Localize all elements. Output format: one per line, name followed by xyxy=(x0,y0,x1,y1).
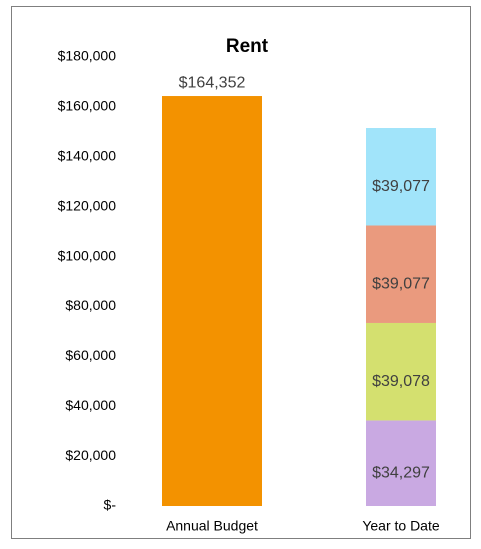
y-tick-label: $180,000 xyxy=(58,48,117,64)
bar-segment xyxy=(366,322,436,421)
value-label: $164,352 xyxy=(179,74,246,91)
y-tick-label: $- xyxy=(104,497,117,513)
value-label: $39,078 xyxy=(372,373,430,390)
y-tick-label: $140,000 xyxy=(58,147,117,163)
y-tick-label: $100,000 xyxy=(58,247,117,263)
y-tick-label: $60,000 xyxy=(65,347,116,363)
bar-segment xyxy=(366,225,436,323)
y-tick-label: $120,000 xyxy=(58,197,117,213)
chart-title: Rent xyxy=(226,36,269,57)
x-tick-label: Year to Date xyxy=(362,518,440,534)
value-label: $39,077 xyxy=(372,178,430,195)
x-tick-label: Annual Budget xyxy=(166,518,258,534)
y-tick-label: $160,000 xyxy=(58,98,117,114)
bar-segment xyxy=(162,96,262,506)
y-tick-label: $20,000 xyxy=(65,447,116,463)
y-tick-label: $40,000 xyxy=(65,397,116,413)
value-label: $39,077 xyxy=(372,275,430,292)
value-label: $34,297 xyxy=(372,464,430,481)
bar-segment xyxy=(366,128,436,226)
y-tick-label: $80,000 xyxy=(65,297,116,313)
bar-segment xyxy=(366,420,436,506)
